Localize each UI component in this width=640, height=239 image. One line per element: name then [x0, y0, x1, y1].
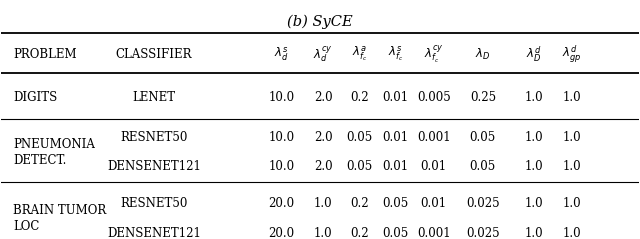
Text: $\lambda_d^{cy}$: $\lambda_d^{cy}$ [314, 44, 333, 64]
Text: 1.0: 1.0 [525, 197, 543, 210]
Text: 0.025: 0.025 [466, 227, 500, 239]
Text: 20.0: 20.0 [269, 197, 295, 210]
Text: 0.2: 0.2 [350, 227, 369, 239]
Text: BRAIN TUMOR
LOC: BRAIN TUMOR LOC [13, 204, 107, 233]
Text: 1.0: 1.0 [563, 91, 582, 104]
Text: 10.0: 10.0 [269, 91, 295, 104]
Text: 0.001: 0.001 [417, 131, 451, 144]
Text: PROBLEM: PROBLEM [13, 48, 77, 61]
Text: RESNET50: RESNET50 [120, 197, 188, 210]
Text: 2.0: 2.0 [314, 91, 333, 104]
Text: 0.01: 0.01 [382, 160, 408, 173]
Text: 1.0: 1.0 [563, 227, 582, 239]
Text: 1.0: 1.0 [563, 197, 582, 210]
Text: 0.25: 0.25 [470, 91, 496, 104]
Text: 0.05: 0.05 [346, 160, 372, 173]
Text: 0.01: 0.01 [420, 160, 447, 173]
Text: 1.0: 1.0 [563, 131, 582, 144]
Text: 1.0: 1.0 [525, 227, 543, 239]
Text: $\lambda_{f_c}^{cy}$: $\lambda_{f_c}^{cy}$ [424, 43, 444, 65]
Text: 0.05: 0.05 [470, 131, 496, 144]
Text: $\lambda_D^d$: $\lambda_D^d$ [526, 44, 541, 64]
Text: 1.0: 1.0 [525, 160, 543, 173]
Text: 0.01: 0.01 [382, 131, 408, 144]
Text: 1.0: 1.0 [314, 197, 333, 210]
Text: 1.0: 1.0 [525, 91, 543, 104]
Text: 0.01: 0.01 [420, 197, 447, 210]
Text: RESNET50: RESNET50 [120, 131, 188, 144]
Text: DIGITS: DIGITS [13, 91, 58, 104]
Text: $\lambda_D$: $\lambda_D$ [475, 47, 490, 62]
Text: 0.01: 0.01 [382, 91, 408, 104]
Text: 0.005: 0.005 [417, 91, 451, 104]
Text: CLASSIFIER: CLASSIFIER [116, 48, 192, 61]
Text: 0.025: 0.025 [466, 197, 500, 210]
Text: 1.0: 1.0 [314, 227, 333, 239]
Text: 0.2: 0.2 [350, 197, 369, 210]
Text: 0.001: 0.001 [417, 227, 451, 239]
Text: 10.0: 10.0 [269, 131, 295, 144]
Text: $\lambda_d^s$: $\lambda_d^s$ [275, 45, 289, 63]
Text: 1.0: 1.0 [525, 131, 543, 144]
Text: DENSENET121: DENSENET121 [107, 160, 201, 173]
Text: PNEUMONIA
DETECT.: PNEUMONIA DETECT. [13, 138, 95, 167]
Text: 0.05: 0.05 [382, 197, 408, 210]
Text: LENET: LENET [132, 91, 175, 104]
Text: $\lambda_{gp}^d$: $\lambda_{gp}^d$ [563, 43, 582, 65]
Text: DENSENET121: DENSENET121 [107, 227, 201, 239]
Text: 2.0: 2.0 [314, 160, 333, 173]
Text: 0.05: 0.05 [470, 160, 496, 173]
Text: 0.05: 0.05 [382, 227, 408, 239]
Text: 20.0: 20.0 [269, 227, 295, 239]
Text: $\lambda_{f_c}^{s}$: $\lambda_{f_c}^{s}$ [388, 45, 403, 64]
Text: 2.0: 2.0 [314, 131, 333, 144]
Text: (b) SyCE: (b) SyCE [287, 14, 353, 29]
Text: $\lambda_{f_c}^{a}$: $\lambda_{f_c}^{a}$ [352, 45, 367, 64]
Text: 0.05: 0.05 [346, 131, 372, 144]
Text: 1.0: 1.0 [563, 160, 582, 173]
Text: 10.0: 10.0 [269, 160, 295, 173]
Text: 0.2: 0.2 [350, 91, 369, 104]
